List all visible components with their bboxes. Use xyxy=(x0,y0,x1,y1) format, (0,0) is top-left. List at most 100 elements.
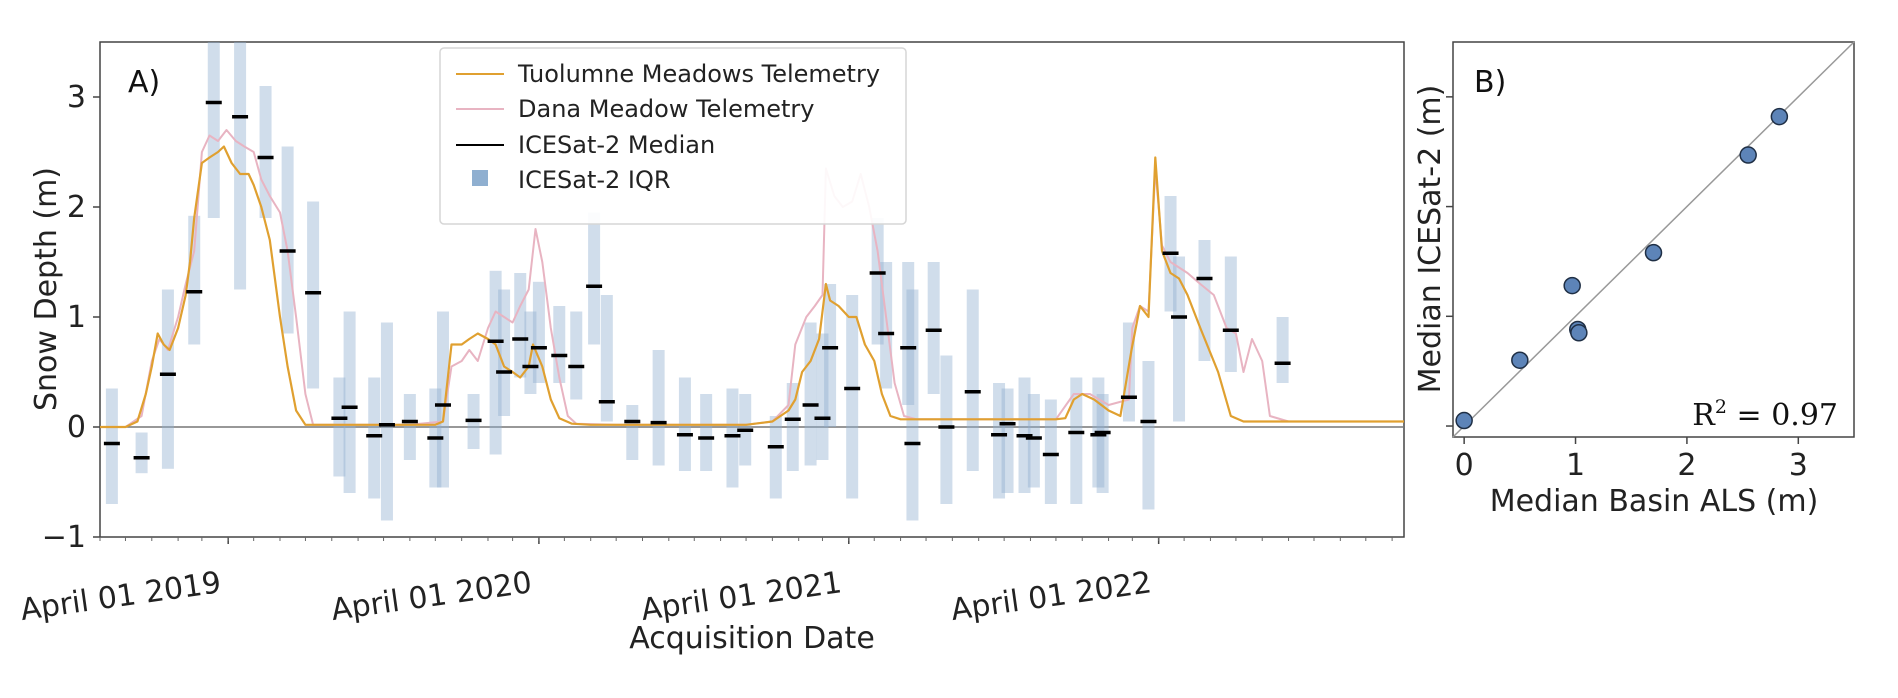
panel-a-x-axis-title: Acquisition Date xyxy=(629,621,875,656)
panel-a-y-axis-title: Snow Depth (m) xyxy=(29,167,64,411)
iqr-bar-30 xyxy=(726,388,739,488)
iqr-bar-25 xyxy=(600,295,613,422)
iqr-bar-56 xyxy=(1173,256,1186,422)
iqr-bar-48 xyxy=(1027,394,1040,488)
iqr-bar-34 xyxy=(804,322,817,466)
scatter-points xyxy=(1455,107,1789,430)
legend-label-median: ICESat-2 Median xyxy=(518,131,715,159)
iqr-bar-1 xyxy=(135,432,148,474)
a-y-tick-label: −1 xyxy=(42,520,86,555)
iqr-bar-13 xyxy=(403,394,416,460)
iqr-bar-7 xyxy=(281,146,294,334)
panel-b-y-ticks xyxy=(1446,96,1453,427)
date-tick-label: April 01 2022 xyxy=(949,565,1154,628)
iqr-bar-10 xyxy=(343,311,356,493)
legend-box xyxy=(439,47,907,225)
iqr-bar-44 xyxy=(966,289,979,471)
iqr-bar-43 xyxy=(940,355,953,504)
scatter-point-6 xyxy=(1739,146,1757,164)
iqr-bar-2 xyxy=(161,289,174,469)
iqr-bar-4 xyxy=(207,42,220,218)
iqr-bar-23 xyxy=(570,311,583,400)
a-y-tick-label: 3 xyxy=(67,80,86,115)
iqr-bar-50 xyxy=(1070,377,1083,504)
iqr-bar-40 xyxy=(902,262,915,405)
date-tick-label: April 01 2019 xyxy=(18,565,223,628)
legend-swatch-iqr xyxy=(472,170,488,186)
iqr-bar-18 xyxy=(498,289,511,416)
scatter-point-2 xyxy=(1563,276,1581,295)
iqr-bar-22 xyxy=(553,306,566,383)
r-squared-exponent: 2 xyxy=(1715,396,1727,418)
a-y-tick-label: 1 xyxy=(67,300,86,335)
iqr-bar-58 xyxy=(1224,256,1237,372)
iqr-bar-11 xyxy=(368,377,381,499)
panel-b-label: B) xyxy=(1474,65,1506,100)
scatter-point-1 xyxy=(1511,351,1529,369)
scatter-point-7 xyxy=(1770,107,1789,126)
iqr-bar-5 xyxy=(234,42,247,290)
b-x-tick-label: 1 xyxy=(1566,448,1585,483)
iqr-bar-9 xyxy=(333,377,346,477)
iqr-bar-37 xyxy=(846,295,859,499)
iqr-bar-3 xyxy=(188,215,201,345)
iqr-bar-45 xyxy=(993,383,1006,499)
scatter-point-5 xyxy=(1644,243,1663,262)
iqr-bar-52 xyxy=(1096,394,1109,493)
iqr-bar-59 xyxy=(1276,317,1289,383)
r-squared-annotation: R2 = 0.97 xyxy=(1692,396,1838,433)
panel-b-x-ticks: 0 1 2 3 xyxy=(1455,437,1808,483)
legend-label-iqr: ICESat-2 IQR xyxy=(518,166,671,194)
legend-label-tuolumne: Tuolumne Meadows Telemetry xyxy=(517,60,880,88)
a-y-tick-label: 2 xyxy=(67,190,86,225)
iqr-bar-42 xyxy=(927,262,940,394)
panel-a-label: A) xyxy=(128,65,160,100)
icesat2-iqr-bars xyxy=(105,42,1289,521)
iqr-bar-41 xyxy=(906,289,919,521)
iqr-bar-21 xyxy=(532,281,545,383)
panel-b-x-axis-title: Median Basin ALS (m) xyxy=(1490,484,1819,519)
tuolumne-meadows-line xyxy=(100,145,1404,429)
iqr-bar-27 xyxy=(652,350,665,466)
panel-b-y-axis-title: Median ICESat-2 (m) xyxy=(1413,85,1448,394)
b-x-tick-label: 3 xyxy=(1789,448,1808,483)
iqr-bar-49 xyxy=(1044,399,1057,504)
iqr-bar-26 xyxy=(626,405,639,460)
telemetry-series xyxy=(100,129,1404,429)
iqr-bar-6 xyxy=(259,86,272,218)
date-tick-label: April 01 2021 xyxy=(639,565,844,628)
panel-a-frame xyxy=(99,41,1405,538)
panel-b-frame xyxy=(1452,41,1855,438)
legend: Tuolumne Meadows Telemetry Dana Meadow T… xyxy=(439,47,907,225)
iqr-bar-29 xyxy=(700,394,713,471)
iqr-bar-38 xyxy=(871,218,884,345)
scatter-point-0 xyxy=(1455,411,1473,430)
b-x-tick-label: 2 xyxy=(1677,448,1696,483)
one-to-one-line xyxy=(1452,41,1855,438)
r-squared-value: = 0.97 xyxy=(1727,398,1838,433)
r-squared-base: R xyxy=(1692,398,1716,433)
iqr-bar-0 xyxy=(105,388,118,504)
iqr-bar-15 xyxy=(436,311,449,488)
legend-label-dana: Dana Meadow Telemetry xyxy=(518,95,815,123)
iqr-bar-8 xyxy=(307,201,320,389)
iqr-bar-35 xyxy=(816,333,829,460)
a-y-tick-label: 0 xyxy=(67,410,86,445)
iqr-bar-32 xyxy=(769,416,782,499)
icesat2-median-markers xyxy=(103,100,1291,460)
iqr-bar-46 xyxy=(1001,388,1014,493)
scatter-point-4 xyxy=(1570,324,1588,342)
panel-a-y-ticks: −1 0 1 2 3 xyxy=(42,80,100,555)
panel-b: 0 1 2 3 B) Median Basin ALS (m) Median ICES… xyxy=(1413,41,1855,519)
panel-a-x-ticks: April 01 2019 April 01 2020 April 01 2021 A… xyxy=(18,537,1393,628)
iqr-bar-24 xyxy=(588,212,601,345)
date-tick-label: April 01 2020 xyxy=(329,565,534,628)
iqr-bar-36 xyxy=(824,284,837,427)
iqr-bar-33 xyxy=(786,383,799,471)
iqr-bar-54 xyxy=(1142,361,1155,510)
b-x-tick-label: 0 xyxy=(1455,448,1474,483)
iqr-bar-57 xyxy=(1198,240,1211,361)
iqr-bar-12 xyxy=(380,322,393,521)
